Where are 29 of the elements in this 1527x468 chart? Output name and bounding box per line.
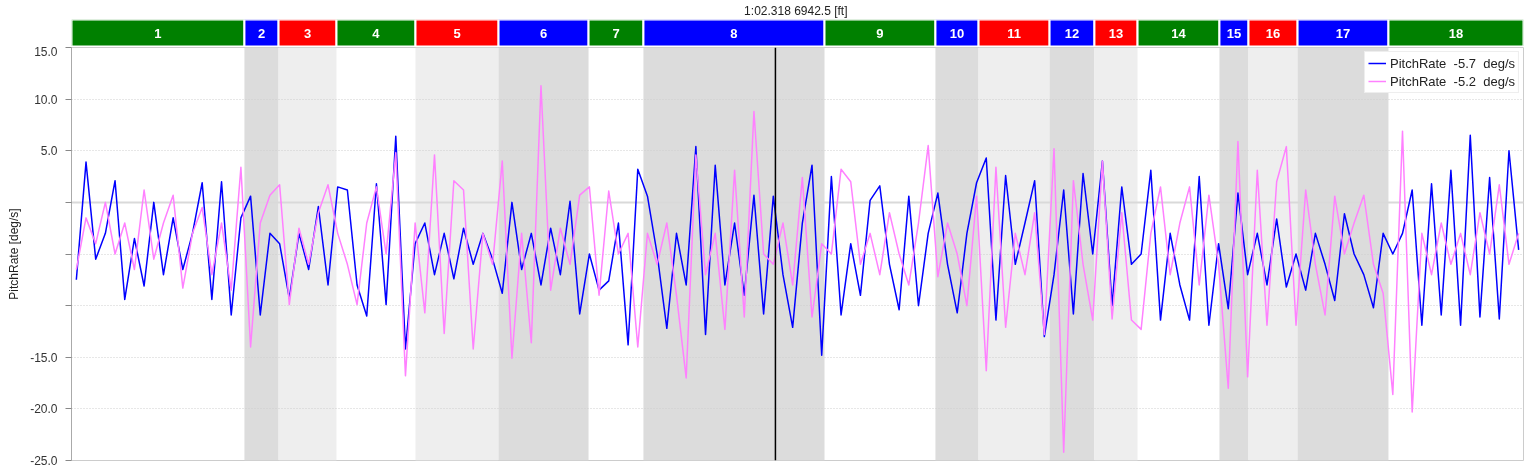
y-tick-label: -25.0 [30, 454, 58, 468]
legend-label: PitchRate -5.7 deg/s [1389, 55, 1515, 71]
text: 15 [1226, 25, 1242, 41]
text: 6 [539, 25, 548, 41]
text: 18 [1448, 25, 1464, 41]
text: 11 [1007, 25, 1021, 41]
y-tick-label: 5.0 [40, 144, 58, 159]
y-axis-title: PitchRate [deg/s] [7, 208, 22, 300]
text: 10 [949, 25, 965, 41]
text: 1 [154, 25, 162, 41]
text: 13 [1108, 25, 1124, 41]
text: 3 [303, 25, 312, 41]
text: 17 [1335, 25, 1351, 41]
line-series [75, 134, 1520, 356]
text: 4 [372, 25, 381, 41]
y-tick-label: 10.0 [34, 92, 58, 107]
legend-label: PitchRate -5.2 deg/s [1389, 73, 1515, 89]
text: 7 [612, 25, 620, 41]
text: 9 [876, 25, 884, 41]
chart-title: 1:02.318 6942.5 [ft] [744, 4, 848, 18]
y-tick-label: 15.0 [34, 44, 58, 59]
text: 12 [1064, 25, 1080, 41]
text: 8 [730, 25, 738, 41]
text: 16 [1265, 25, 1281, 41]
text: 5 [453, 25, 461, 41]
text: 2 [257, 25, 266, 41]
y-tick-label: -20.0 [30, 402, 58, 417]
y-tick-label: -15.0 [30, 350, 58, 365]
text: 14 [1171, 25, 1187, 41]
